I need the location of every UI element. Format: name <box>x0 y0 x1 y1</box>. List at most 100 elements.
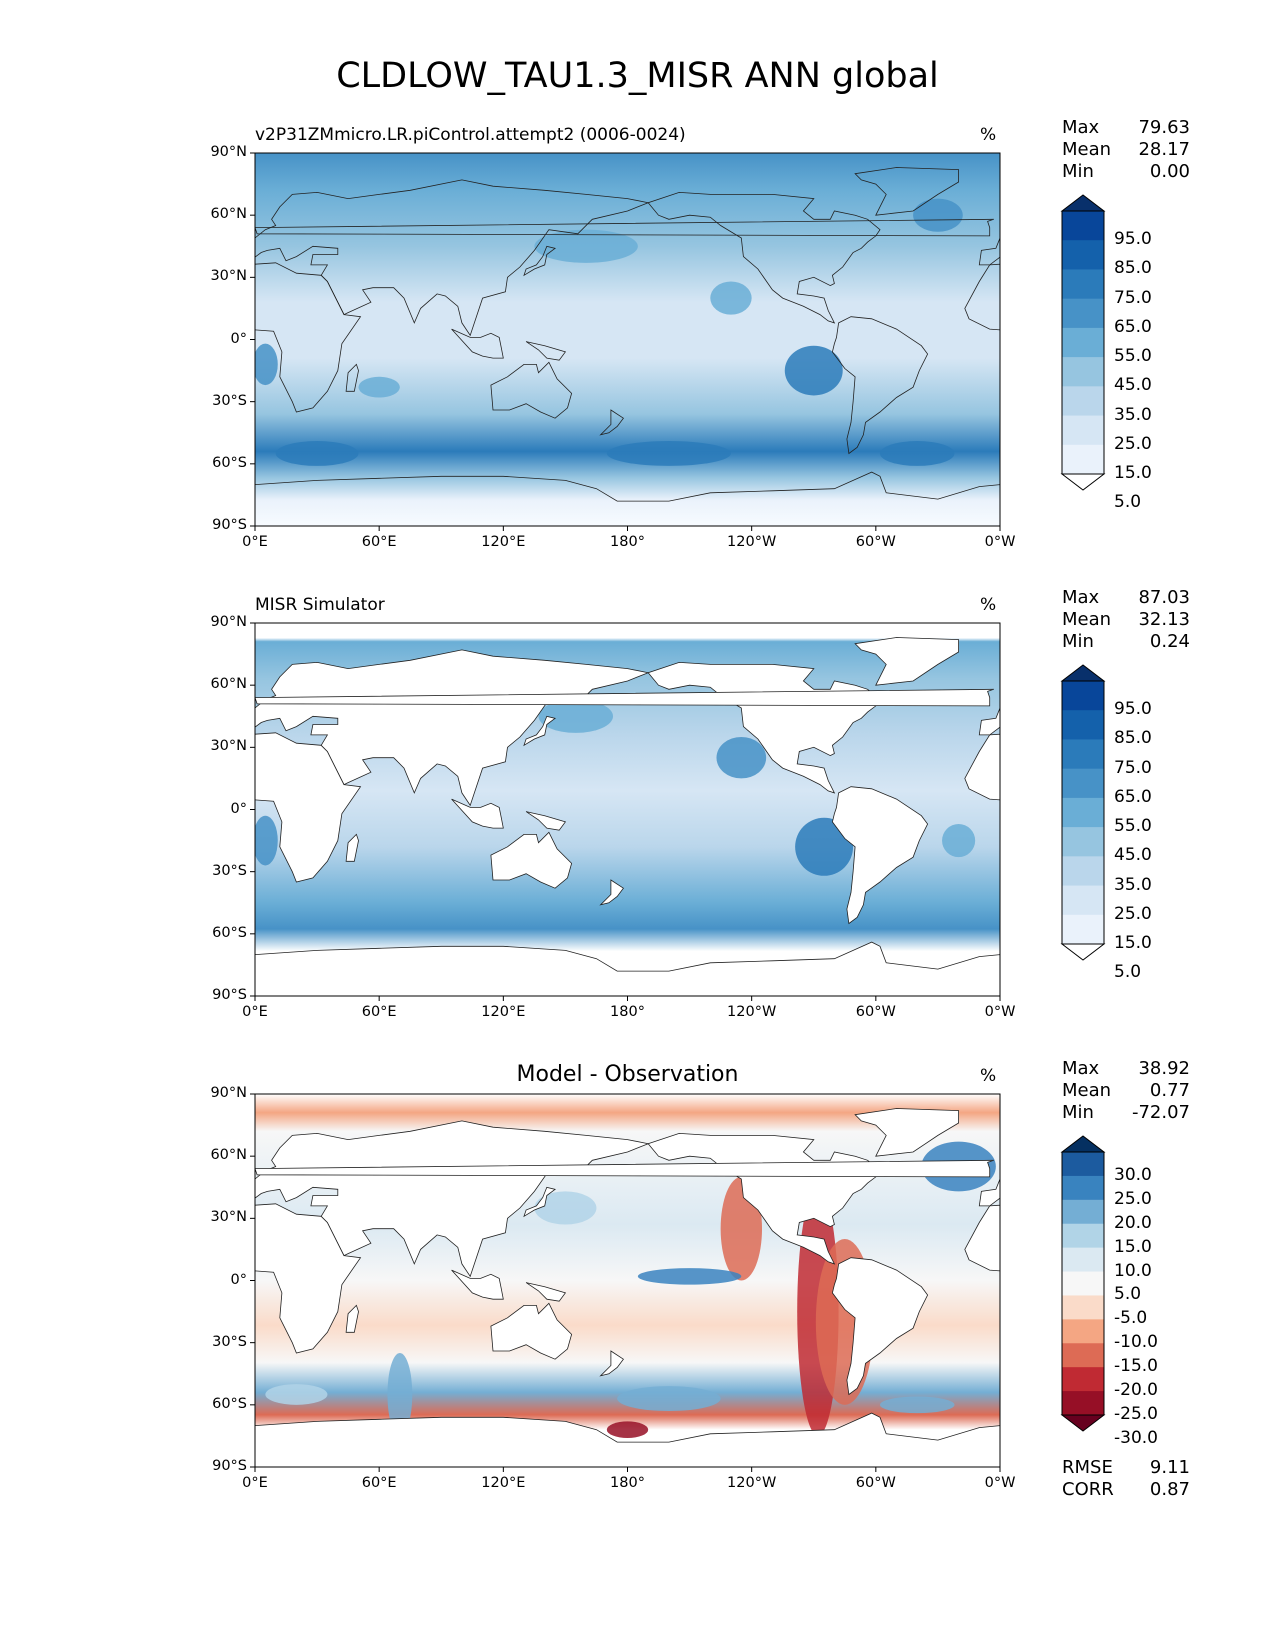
coastline <box>599 879 624 906</box>
coastline <box>345 833 359 862</box>
colorbar-tick-label: 20.0 <box>1114 1212 1152 1233</box>
colorbar-segment <box>1062 444 1104 475</box>
lon-tick-label: 120°E <box>481 534 526 550</box>
field-feature <box>255 343 278 386</box>
coastline <box>255 1412 1000 1467</box>
colorbar-tick-label: 75.0 <box>1114 757 1152 778</box>
colorbar-segment <box>1062 681 1104 711</box>
lon-tick-label: 60°W <box>855 1004 896 1020</box>
colorbar-segment <box>1062 1367 1104 1392</box>
colorbar-segment <box>1062 1343 1104 1368</box>
lat-tick-label: 90°S <box>212 1458 247 1474</box>
lat-tick-label: 0° <box>230 1271 247 1288</box>
coastline <box>490 831 573 889</box>
colorbar-tick-label: 10.0 <box>1114 1260 1152 1281</box>
coastline <box>523 245 557 277</box>
coastline <box>255 218 994 237</box>
lon-tick-label: 60°E <box>361 534 397 550</box>
lat-tick-label: 0° <box>230 800 247 817</box>
lat-tick-label: 90°S <box>212 517 247 533</box>
lon-tick-label: 120°E <box>481 1004 526 1020</box>
colorbar-tick-label: 15.0 <box>1114 1236 1152 1257</box>
coastline <box>451 798 504 829</box>
colorbar-tick-label: -25.0 <box>1114 1404 1158 1424</box>
stat-corr: CORR 0.87 <box>1062 1479 1190 1500</box>
colorbar-tick-label: -15.0 <box>1114 1356 1158 1377</box>
lon-tick-label: 0°E <box>242 1004 268 1020</box>
colorbar-segment <box>1062 1199 1104 1225</box>
lon-tick-label: 60°W <box>855 1475 896 1491</box>
coastline <box>854 167 959 216</box>
colorbar-tick-label: -5.0 <box>1114 1308 1148 1329</box>
coastline <box>255 941 1000 996</box>
field-feature <box>795 817 854 876</box>
colorbar-tick-label: 15.0 <box>1114 933 1152 953</box>
lon-tick-label: 0°W <box>984 1475 1016 1491</box>
colorbar-tick-label: 5.0 <box>1114 492 1142 513</box>
lon-tick-label: 120°W <box>727 1004 777 1020</box>
colorbar-segment <box>1062 269 1104 300</box>
stat-mean: Mean 32.13 <box>1062 609 1190 630</box>
panel-title: Model - Observation <box>516 1062 739 1087</box>
field-feature <box>538 699 614 733</box>
field-feature <box>617 1386 721 1412</box>
lat-tick-label: 30°S <box>212 862 247 879</box>
colorbar-segment <box>1062 211 1104 241</box>
lat-tick-label: 60°S <box>212 1395 247 1412</box>
lat-tick-label: 60°N <box>210 206 247 223</box>
coastline <box>255 262 362 413</box>
coastline <box>255 1120 650 1278</box>
colorbar-tick-label: 5.0 <box>1114 962 1142 983</box>
field-feature <box>534 229 638 263</box>
colorbar-extend-top <box>1060 1135 1106 1153</box>
coastline <box>255 732 362 883</box>
lat-tick-label: 90°N <box>210 144 247 160</box>
lat-tick-label: 60°N <box>210 676 247 693</box>
colorbar-tick-label: 75.0 <box>1114 287 1152 308</box>
colorbar-frame <box>1061 1151 1105 1416</box>
colorbar-tick-label: 5.0 <box>1114 1284 1142 1305</box>
coastline <box>490 1302 573 1360</box>
coastline <box>523 1186 557 1218</box>
units-label: % <box>980 595 997 615</box>
field-feature <box>534 1191 597 1225</box>
coastline <box>525 811 567 831</box>
field-feature <box>255 815 278 866</box>
coastline <box>523 715 557 747</box>
field-feature <box>879 441 955 466</box>
lat-tick-label: 30°S <box>212 1333 247 1350</box>
colorbar-tick-label: 55.0 <box>1114 346 1152 367</box>
colorbar-tick-label: 30.0 <box>1114 1164 1152 1185</box>
lon-tick-label: 180° <box>610 534 645 550</box>
colorbar-tick-label: 95.0 <box>1114 229 1152 250</box>
colorbar-tick-label: 25.0 <box>1114 903 1152 924</box>
colorbar-segment <box>1062 827 1104 857</box>
lat-tick-label: 60°N <box>210 1147 247 1164</box>
coastline <box>647 191 881 324</box>
coastline <box>451 328 504 359</box>
field-feature <box>387 1353 413 1436</box>
lon-tick-label: 120°E <box>481 1475 526 1491</box>
colorbar-segment <box>1062 768 1104 799</box>
colorbar-tick-label: 25.0 <box>1114 1188 1152 1209</box>
coastline <box>255 471 1000 526</box>
coastline <box>255 688 994 707</box>
colorbar-segment <box>1062 1319 1104 1344</box>
panel-difference: Model - Observation% Max 38.92 Mean 0.77 Min -… <box>0 0 1275 1500</box>
units-label: % <box>980 125 997 145</box>
field-feature <box>716 736 767 779</box>
stat-mean: Mean 28.17 <box>1062 139 1190 160</box>
coastline <box>490 361 573 419</box>
panel-title: v2P31ZMmicro.LR.piControl.attempt2 (0006… <box>255 125 686 145</box>
lat-tick-label: 30°N <box>210 268 247 285</box>
colorbar-tick-label: -20.0 <box>1114 1380 1158 1401</box>
coastline <box>964 1204 1000 1272</box>
lon-tick-label: 0°E <box>242 534 268 550</box>
coastline <box>599 1350 624 1377</box>
field-feature <box>606 441 731 466</box>
colorbar-segment <box>1062 710 1104 740</box>
coastline <box>978 1178 1000 1207</box>
lat-tick-label: 90°N <box>210 1085 247 1101</box>
coastline <box>831 786 929 925</box>
